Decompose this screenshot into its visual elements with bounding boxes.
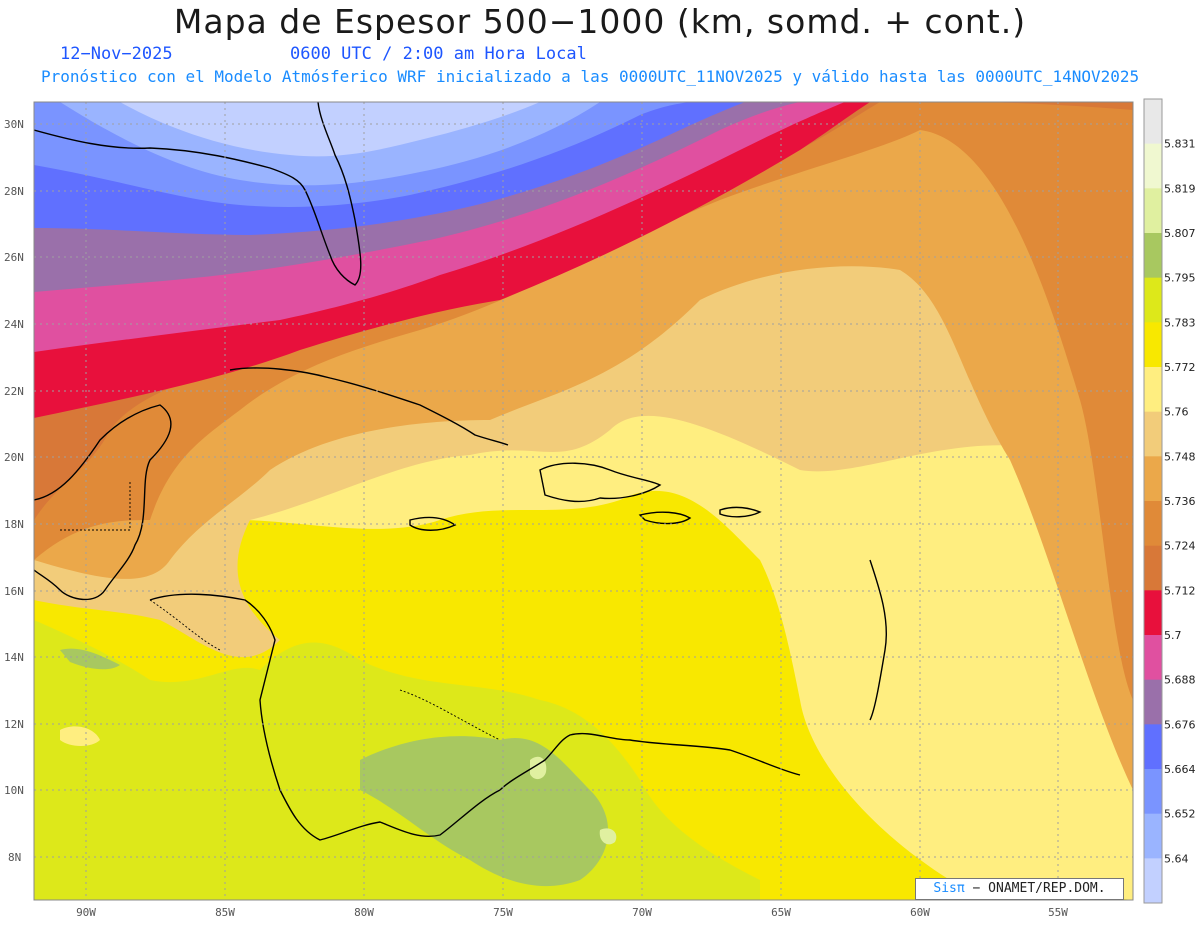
legend-swatch: [1144, 858, 1162, 904]
lat-label: 8N: [8, 851, 21, 864]
borders: [60, 480, 501, 741]
legend-label: 5.712: [1164, 584, 1196, 597]
legend-swatch: [1144, 277, 1162, 323]
lat-label: 12N: [4, 718, 24, 731]
lat-label: 28N: [4, 185, 24, 198]
lon-label: 55W: [1048, 906, 1068, 919]
lat-lon-grid: [34, 102, 1133, 900]
sispi-logo: Sisπ: [933, 881, 965, 896]
lat-label: 22N: [4, 385, 24, 398]
legend-swatch: [1144, 188, 1162, 234]
lat-label: 10N: [4, 784, 24, 797]
map-title: Mapa de Espesor 500−1000 (km, somd. + co…: [173, 2, 1027, 41]
legend-label: 5.652: [1164, 808, 1196, 821]
band-5748-small: [60, 726, 100, 746]
legend-swatch: [1144, 501, 1162, 547]
legend-label: 5.807: [1164, 227, 1196, 240]
legend-label: 5.76: [1164, 406, 1189, 419]
legend-swatch: [1144, 813, 1162, 859]
legend-swatch: [1144, 635, 1162, 681]
legend-label: 5.64: [1164, 852, 1189, 865]
legend-swatch: [1144, 456, 1162, 502]
band-5795: [360, 736, 609, 887]
legend-swatch: [1144, 679, 1162, 725]
legend-label: 5.795: [1164, 272, 1196, 285]
legend-swatch: [1144, 724, 1162, 770]
legend-swatch: [1144, 367, 1162, 413]
lon-label: 90W: [76, 906, 96, 919]
thickness-fill-layer: [34, 102, 1133, 900]
legend-frame: [1143, 98, 1163, 904]
lon-axis: 90W 85W 80W 75W 70W 65W 60W 55W: [76, 906, 1068, 919]
lat-label: 26N: [4, 251, 24, 264]
lat-label: 16N: [4, 585, 24, 598]
legend-label: 5.772: [1164, 361, 1196, 374]
lat-label: 20N: [4, 451, 24, 464]
legend-label: 5.664: [1164, 763, 1196, 776]
legend-swatch: [1144, 322, 1162, 368]
legend-swatch: [1144, 411, 1162, 457]
forecast-date: 12−Nov−2025: [60, 44, 173, 64]
band-5795-small: [60, 648, 120, 670]
legend-swatch: [1144, 769, 1162, 815]
coastlines: [34, 102, 888, 841]
lon-label: 70W: [632, 906, 652, 919]
legend-swatch: [1144, 233, 1162, 279]
lat-axis: 30N 28N 26N 24N 22N 20N 18N 16N 14N 12N …: [4, 118, 24, 864]
legend-label: 5.676: [1164, 718, 1196, 731]
band-5760: [240, 360, 1133, 900]
map-frame: [33, 101, 1134, 901]
lon-label: 60W: [910, 906, 930, 919]
legend-swatch: [1144, 143, 1162, 189]
forecast-time: 0600 UTC / 2:00 am Hora Local: [290, 44, 587, 64]
lat-label: 24N: [4, 318, 24, 331]
lon-label: 65W: [771, 906, 791, 919]
legend-swatch: [1144, 99, 1162, 145]
legend-swatch: [1144, 590, 1162, 636]
lat-label: 30N: [4, 118, 24, 131]
band-5807: [530, 756, 617, 845]
legend-label: 5.831: [1164, 138, 1196, 151]
legend-label: 5.783: [1164, 316, 1196, 329]
legend-swatch: [1144, 545, 1162, 591]
lon-label: 80W: [354, 906, 374, 919]
lon-label: 75W: [493, 906, 513, 919]
legend-label: 5.748: [1164, 450, 1196, 463]
lon-label: 85W: [215, 906, 235, 919]
lat-label: 18N: [4, 518, 24, 531]
credit-box: Sisπ − ONAMET/REP.DOM.: [915, 878, 1124, 900]
legend-label: 5.724: [1164, 540, 1196, 553]
lat-label: 14N: [4, 651, 24, 664]
legend-label: 5.819: [1164, 182, 1196, 195]
credit-text: − ONAMET/REP.DOM.: [972, 881, 1106, 896]
forecast-note: Pronóstico con el Modelo Atmósferico WRF…: [41, 67, 1140, 86]
legend-label: 5.736: [1164, 495, 1196, 508]
legend-label: 5.688: [1164, 674, 1196, 687]
color-legend: 5.831 5.819 5.807 5.795 5.783 5.772 5.76 5.748 5…: [1143, 98, 1196, 904]
legend-label: 5.7: [1164, 629, 1182, 642]
